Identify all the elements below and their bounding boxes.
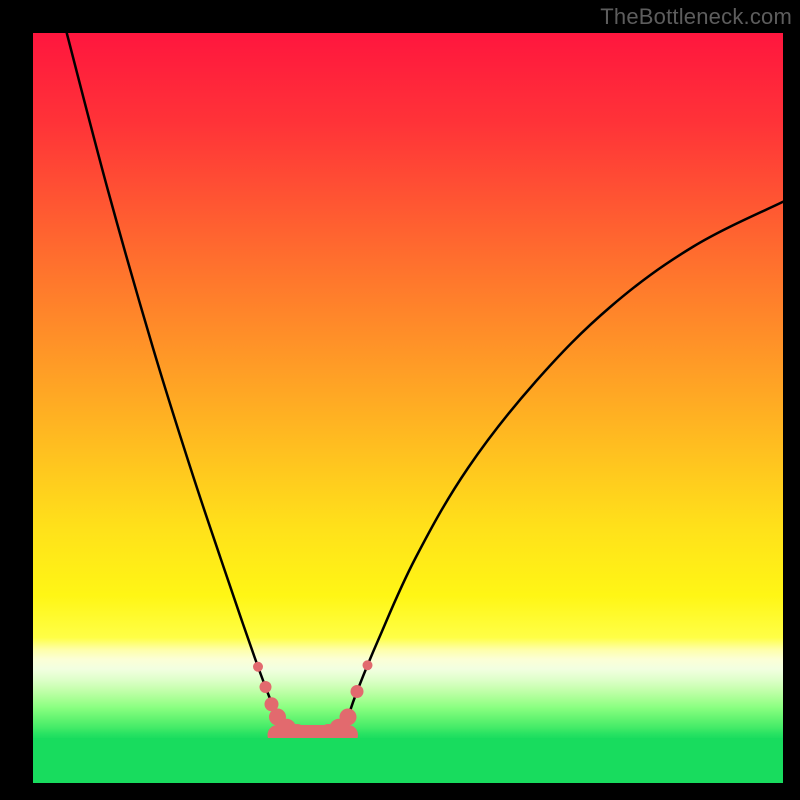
green-bottom-strip: [33, 738, 783, 783]
marker-dot: [340, 709, 357, 726]
watermark-text: TheBottleneck.com: [600, 4, 792, 30]
marker-dot: [253, 662, 263, 672]
marker-dot: [351, 685, 364, 698]
marker-dot: [363, 660, 373, 670]
chart-stage: TheBottleneck.com: [0, 0, 800, 800]
plot-area: [33, 33, 783, 783]
gradient-background: [33, 33, 783, 783]
marker-dot: [260, 681, 272, 693]
plot-svg: [33, 33, 783, 783]
